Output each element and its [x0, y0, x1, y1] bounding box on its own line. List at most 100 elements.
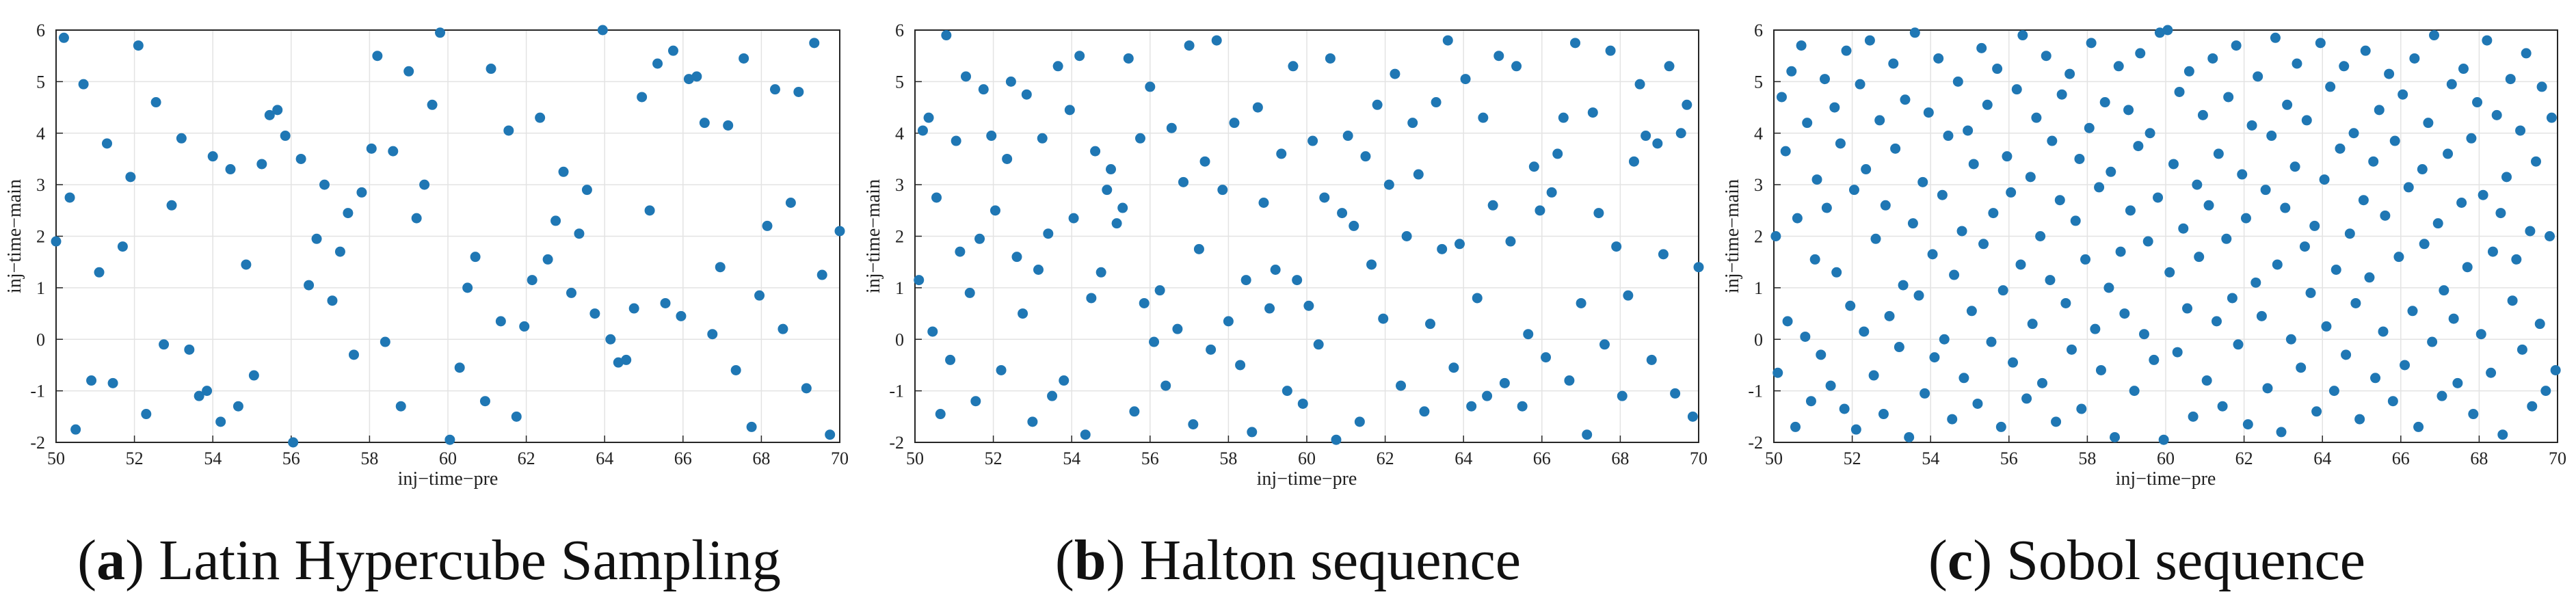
data-point — [2056, 89, 2067, 100]
data-point — [1855, 79, 1865, 90]
data-point — [2070, 215, 2081, 226]
data-point — [1845, 300, 1856, 311]
data-point — [2378, 326, 2389, 337]
data-point — [1907, 218, 1918, 229]
data-point — [2432, 218, 2443, 229]
data-point — [2213, 148, 2224, 159]
data-point — [2270, 32, 2281, 43]
data-point — [1493, 51, 1504, 62]
data-point — [1129, 406, 1140, 417]
data-point — [917, 125, 928, 136]
data-point — [2319, 174, 2330, 185]
data-point — [2546, 112, 2557, 123]
y-tick-label: 4 — [1754, 124, 1763, 144]
data-point — [1282, 386, 1292, 397]
data-point — [2417, 164, 2428, 175]
data-point — [1229, 118, 1240, 129]
data-point — [1611, 241, 1622, 252]
data-point — [1859, 326, 1870, 337]
data-point — [101, 138, 112, 149]
data-point — [1929, 352, 1940, 363]
data-point — [2289, 161, 2300, 172]
data-point — [1378, 313, 1389, 324]
data-point — [1149, 336, 1160, 347]
data-point — [1252, 102, 1263, 113]
data-point — [2051, 416, 2062, 427]
data-point — [2201, 375, 2212, 386]
data-point — [2374, 105, 2385, 116]
data-point — [1511, 61, 1522, 72]
caption-letter: c — [1947, 529, 1974, 592]
data-point — [1809, 254, 1820, 265]
data-point — [978, 84, 989, 95]
data-point — [2305, 287, 2316, 298]
data-point — [1086, 293, 1097, 304]
data-point — [2407, 306, 2418, 317]
x-tick-label: 54 — [1063, 449, 1080, 468]
data-point — [2183, 66, 2194, 77]
x-tick-label: 52 — [126, 449, 144, 468]
data-point — [1037, 133, 1048, 144]
data-point — [2035, 231, 2046, 241]
data-point — [159, 339, 170, 350]
data-point — [1240, 275, 1251, 286]
data-point — [2370, 373, 2381, 384]
data-point — [1047, 390, 1058, 401]
data-point — [707, 329, 718, 340]
data-point — [248, 370, 259, 381]
y-tick-label: 0 — [1754, 330, 1763, 349]
data-point — [2037, 377, 2048, 388]
data-point — [1641, 131, 1651, 142]
data-point — [1487, 200, 1498, 211]
data-point — [2536, 81, 2547, 92]
data-point — [411, 213, 422, 224]
x-tick-label: 64 — [596, 449, 613, 468]
x-tick-label: 66 — [2392, 449, 2410, 468]
data-point — [2468, 409, 2479, 420]
data-point — [2475, 329, 2486, 340]
x-tick-label: 62 — [1377, 449, 1394, 468]
data-point — [2398, 89, 2408, 100]
data-point — [581, 185, 592, 196]
data-point — [1841, 45, 1852, 56]
data-point — [2194, 252, 2205, 263]
data-point — [86, 375, 97, 386]
x-tick-label: 58 — [1219, 449, 1237, 468]
data-point — [2099, 97, 2110, 108]
caption-text: Sobol sequence — [2006, 529, 2366, 592]
data-point — [427, 99, 438, 110]
y-tick-label: 2 — [1754, 227, 1763, 247]
y-tick-label: 5 — [895, 72, 904, 92]
data-point — [960, 71, 971, 82]
data-point — [1021, 89, 1032, 100]
x-tick-label: 70 — [1690, 449, 1708, 468]
data-point — [1835, 138, 1846, 149]
data-point — [1634, 79, 1645, 90]
data-point — [1587, 107, 1598, 118]
data-point — [1193, 243, 1204, 254]
y-tick-label: 1 — [36, 278, 45, 298]
y-tick-label: -2 — [889, 433, 904, 453]
data-point — [1134, 133, 1145, 144]
data-point — [2393, 252, 2404, 263]
data-point — [1978, 239, 1989, 250]
data-point — [931, 192, 942, 203]
data-point — [1407, 118, 1418, 129]
data-point — [809, 38, 820, 49]
data-point — [1027, 416, 1038, 427]
data-point — [1106, 164, 1116, 175]
data-point — [834, 226, 845, 237]
data-point — [107, 377, 118, 388]
data-point — [1090, 146, 1101, 157]
scatter-plot-sobol: 50 52 54 56 58 60 62 64 66 68 70-2-10123456inj−tim… — [1722, 21, 2566, 490]
data-point — [1303, 300, 1314, 311]
data-point — [1366, 259, 1377, 270]
data-point — [1178, 176, 1189, 187]
data-point — [1628, 156, 1639, 167]
x-tick-label: 66 — [1533, 449, 1551, 468]
data-point — [194, 390, 204, 401]
data-point — [2466, 133, 2477, 144]
data-point — [1184, 40, 1195, 51]
data-point — [1517, 401, 1528, 412]
panel-c: 50 52 54 56 58 60 62 64 66 68 70 -2 -1 0 1 2 3 4 5 6 inj−tim… — [1718, 0, 2576, 601]
